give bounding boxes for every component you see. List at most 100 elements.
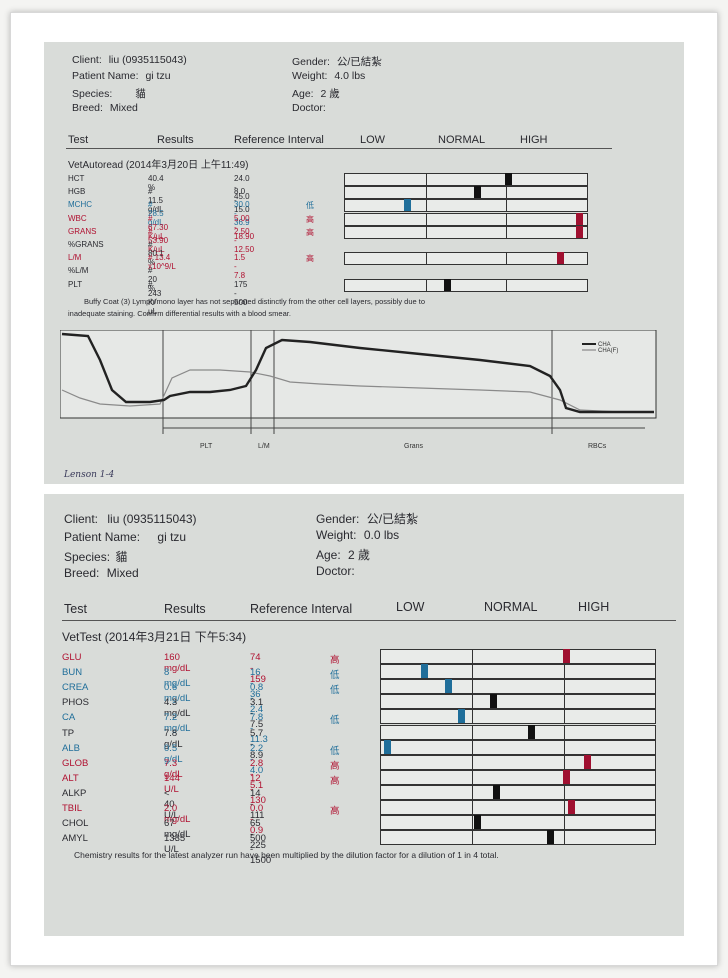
species-label: Species: xyxy=(64,550,111,564)
legend-a: CHA xyxy=(598,342,611,348)
label-lm: L/M xyxy=(258,443,270,450)
normal-high-divider xyxy=(506,200,507,212)
normal-high-divider xyxy=(564,755,565,769)
normal-high-divider xyxy=(564,725,565,739)
low-normal-divider xyxy=(472,680,473,694)
test-name: ALT xyxy=(62,772,79,784)
range-bar xyxy=(344,212,588,226)
species-value: 貓 xyxy=(135,88,146,100)
low-normal-divider xyxy=(472,665,473,679)
normal-high-divider xyxy=(564,680,565,694)
breed-label: Breed: xyxy=(64,566,100,580)
buffy-coat-graph: CHA CHA(F) PLT L/M Grans RBCs xyxy=(60,330,657,450)
col-reference: Reference Interval xyxy=(250,602,353,616)
range-bar xyxy=(344,199,588,213)
chemistry-report-photo: Client: liu (0935115043) Patient Name: g… xyxy=(44,494,684,936)
range-bar xyxy=(380,784,656,800)
normal-high-divider xyxy=(506,213,507,225)
flag-marker: 低 xyxy=(330,715,340,727)
species-label: Species: xyxy=(72,88,113,100)
col-test: Test xyxy=(64,602,87,616)
low-normal-divider xyxy=(472,816,473,830)
reference-range: 500 - 1500 xyxy=(250,833,272,867)
reference-range: 74 - 159 xyxy=(250,652,266,685)
test-name: ALKP xyxy=(62,787,87,799)
col-results: Results xyxy=(157,134,194,146)
low-normal-divider xyxy=(426,226,427,238)
result-value: # 67.30 K/µL xyxy=(148,213,169,241)
client-label: Client: xyxy=(64,512,99,526)
test-name: HGB xyxy=(68,187,86,197)
reference-range: 175 - 500 xyxy=(234,279,248,307)
reference-range: 30.0 - 36.9 xyxy=(234,200,250,228)
result-position-marker xyxy=(474,815,481,830)
col-low: LOW xyxy=(360,134,386,146)
age-value: 2 歲 xyxy=(348,548,371,562)
result-position-marker xyxy=(421,664,428,679)
patient-label: Patient Name: xyxy=(72,70,139,82)
result-position-marker xyxy=(576,212,583,225)
normal-high-divider xyxy=(564,801,565,814)
result-value: 2.0 mg/dL xyxy=(164,803,191,825)
result-position-marker xyxy=(445,679,452,694)
hematology-report-photo: Client: liu (0935115043) Patient Name: g… xyxy=(44,42,684,484)
reference-range: 2.2 - 4.0 xyxy=(250,742,264,776)
flag-marker: 高 xyxy=(306,254,314,264)
reference-range: 5.00 - 18.90 xyxy=(234,213,255,241)
col-high: HIGH xyxy=(520,134,548,146)
label-grans: Grans xyxy=(404,443,424,450)
note-line-2: inadequate staining. Confirm differentia… xyxy=(68,309,291,318)
header-rule xyxy=(62,620,676,621)
test-name: CHOL xyxy=(62,818,89,830)
result-value: # 53.90 K/µL xyxy=(148,226,169,254)
test-name: L/M xyxy=(68,253,82,263)
range-bar xyxy=(380,664,656,680)
low-normal-divider xyxy=(426,253,427,265)
low-normal-divider xyxy=(472,770,473,784)
doctor-label: Doctor: xyxy=(316,564,355,578)
result-position-marker xyxy=(458,709,465,724)
label-rbcs: RBCs xyxy=(588,443,607,450)
result-position-marker xyxy=(563,769,570,784)
weight-row: Weight: 0.0 lbs xyxy=(316,528,399,542)
reference-range: 8.0 - 15.0 xyxy=(234,187,250,215)
low-normal-divider xyxy=(426,279,427,291)
flag-marker: 高 xyxy=(306,227,314,237)
gender-value: 公/已結紮 xyxy=(336,56,382,68)
flag-marker: 低 xyxy=(330,745,340,757)
result-position-marker xyxy=(444,278,451,291)
result-value: 7.3 g/dL xyxy=(164,757,183,780)
species-value: 貓 xyxy=(115,550,128,564)
result-position-marker xyxy=(404,199,411,212)
result-position-marker xyxy=(576,225,583,238)
low-normal-divider xyxy=(472,755,473,769)
reference-range: 7.8 - 11.3 xyxy=(250,712,268,746)
result-value: 0.6 mg/dL xyxy=(164,682,191,705)
low-normal-divider xyxy=(472,695,473,709)
reference-range: 3.1 - 7.5 xyxy=(250,697,264,731)
range-bar xyxy=(380,709,656,725)
flag-marker: 高 xyxy=(330,760,340,772)
result-value: # 13.4 x10^9/L xyxy=(148,253,176,272)
normal-high-divider xyxy=(564,695,565,709)
result-value: 7.2 mg/dL xyxy=(164,712,191,735)
result-value: 67 mg/dL xyxy=(164,818,191,841)
gender-value: 公/已結紮 xyxy=(366,512,419,526)
weight-label: Weight: xyxy=(316,528,357,542)
range-bar xyxy=(380,769,656,785)
reference-range: 0.8 - 2.4 xyxy=(250,682,264,716)
patient-value: gi tzu xyxy=(145,70,171,82)
client-row: Client: liu (0935115043) xyxy=(72,54,187,66)
result-position-marker xyxy=(584,754,591,769)
result-value: 7.8 g/dL xyxy=(164,727,183,750)
thick-trace xyxy=(61,332,654,414)
age-row: Age: 2 歲 xyxy=(316,546,370,563)
normal-high-divider xyxy=(564,785,565,799)
range-bar xyxy=(380,649,656,664)
result-position-marker xyxy=(547,830,554,845)
reference-range: 0.0 - 0.9 xyxy=(250,803,264,836)
test-name: AMYL xyxy=(62,833,88,845)
result-value: # 80.1 % xyxy=(148,240,164,267)
weight-value: 4.0 lbs xyxy=(334,70,366,82)
header-rule xyxy=(66,148,612,149)
